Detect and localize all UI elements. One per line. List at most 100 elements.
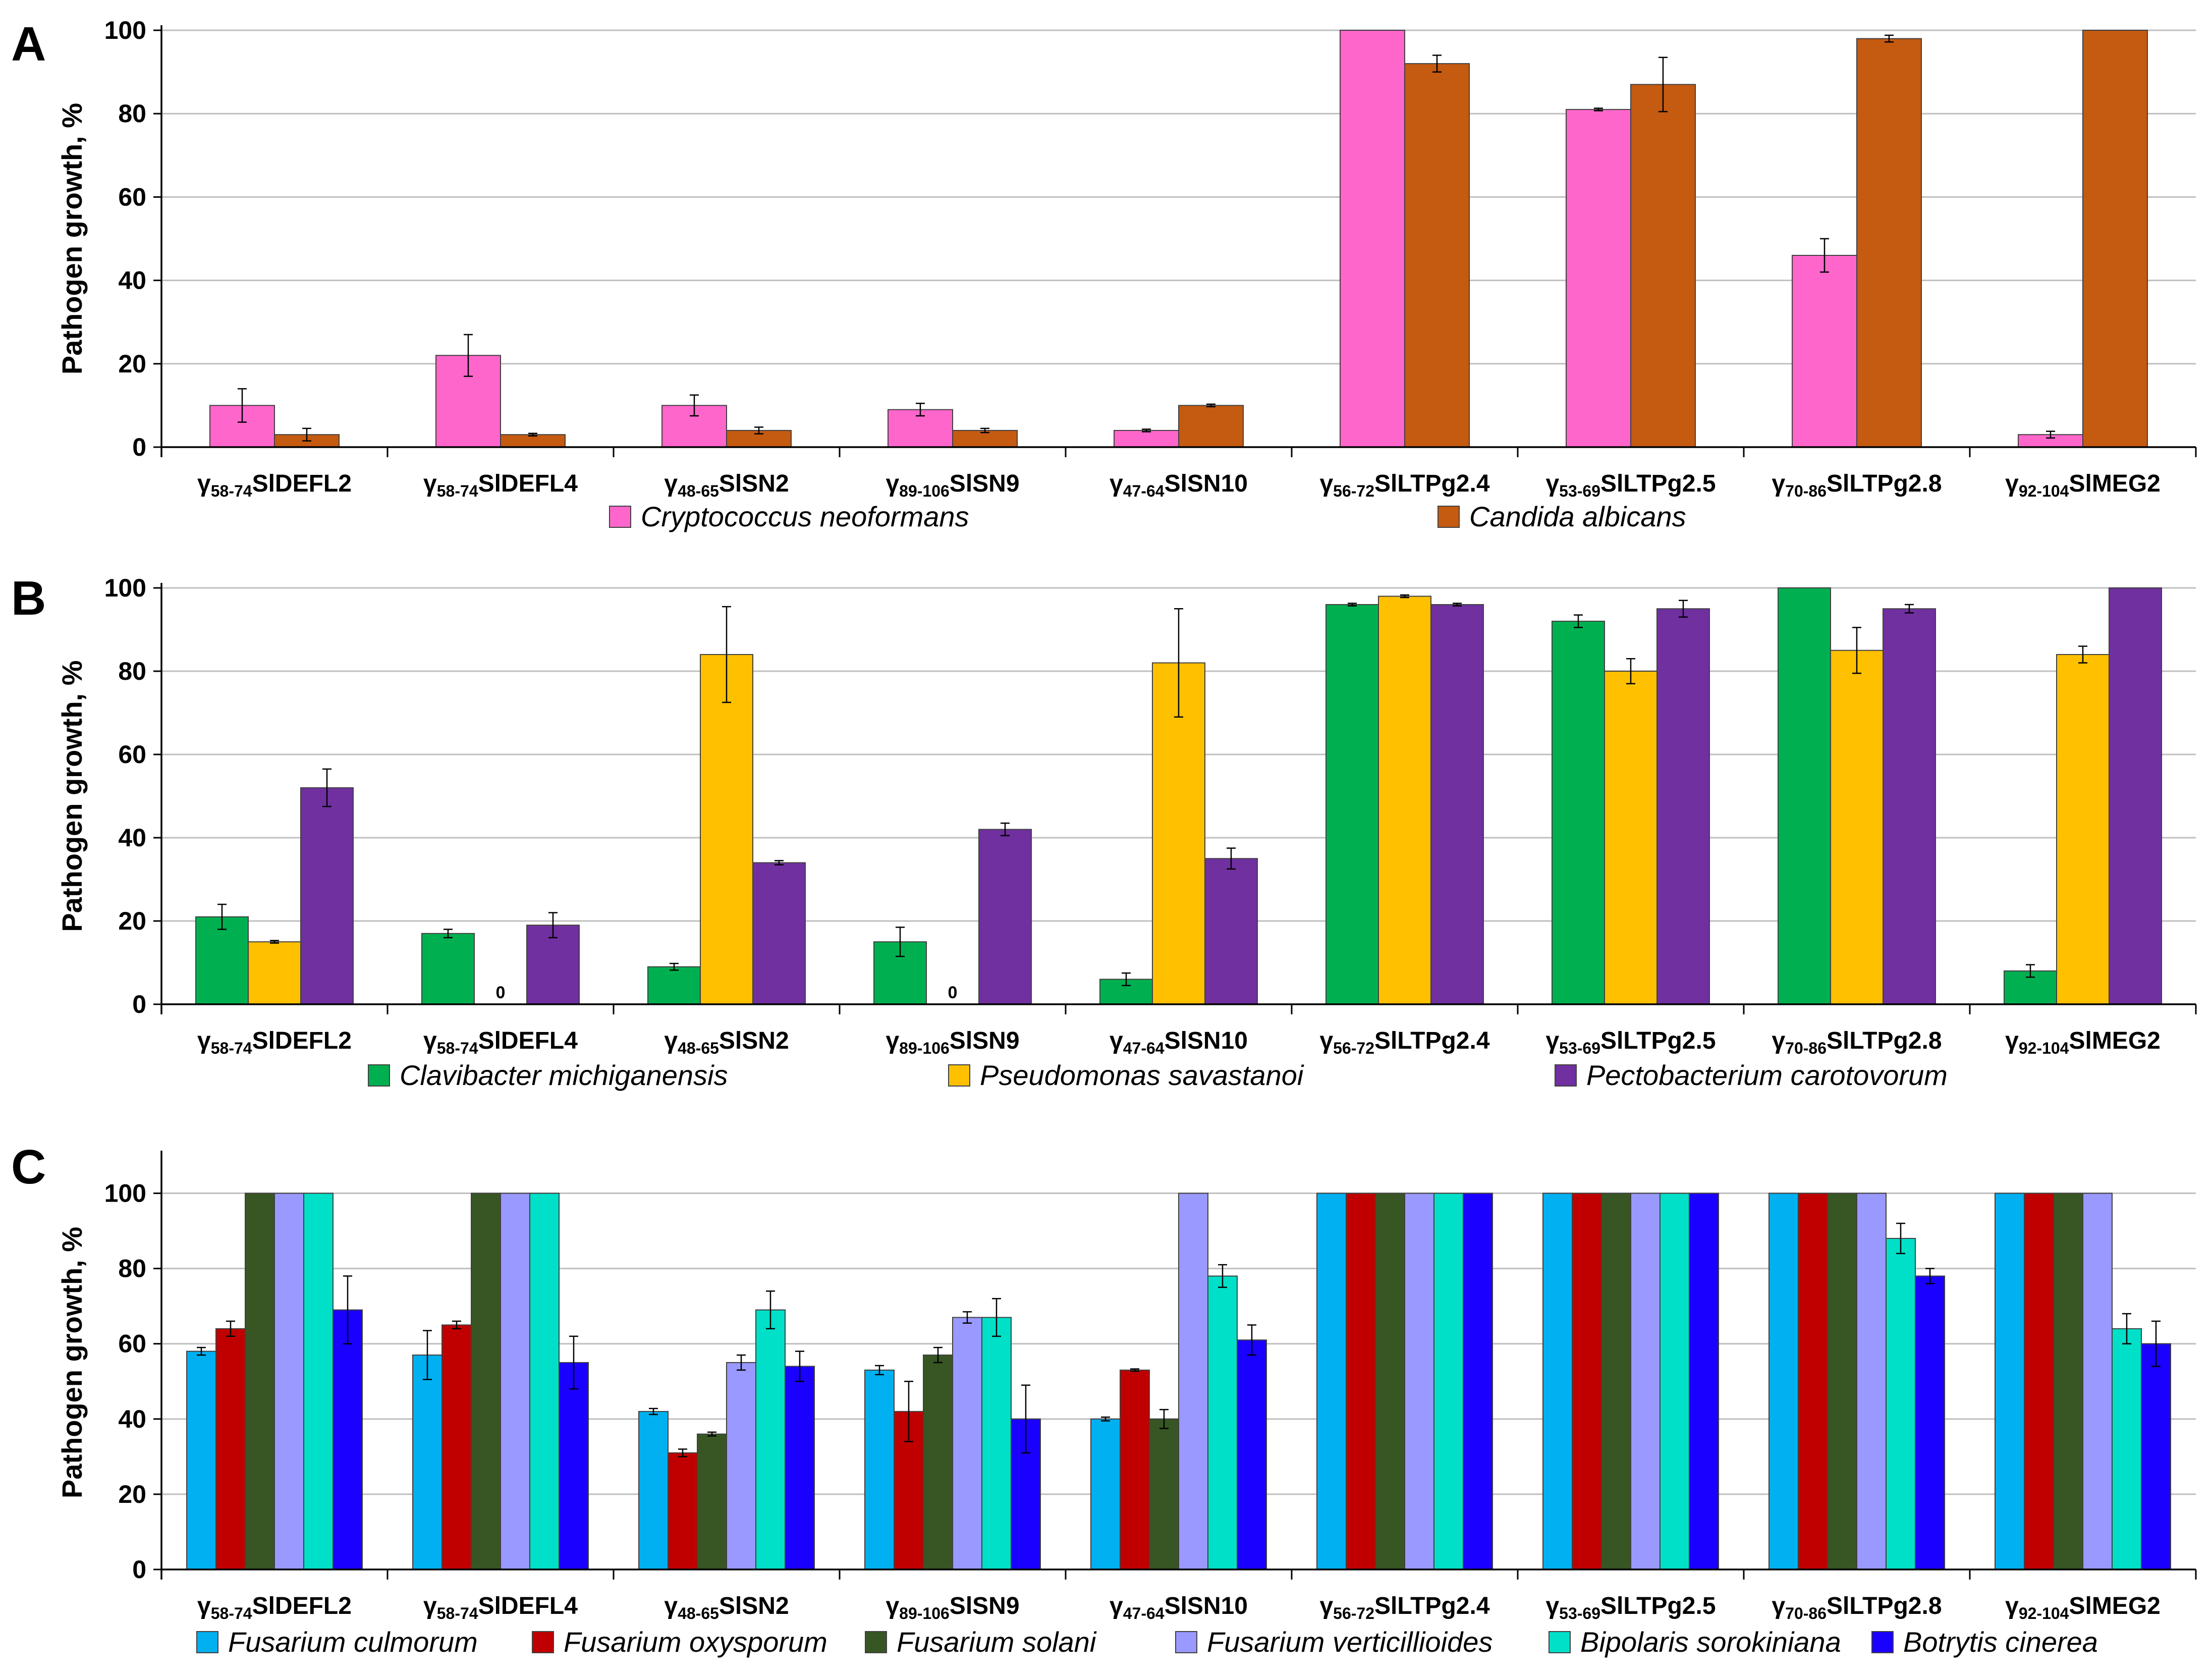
legend-label: Candida albicans [1469, 501, 1686, 532]
bar [1433, 1193, 1464, 1570]
category-label: γ56-72SlLTPg2.4 [1319, 470, 1489, 500]
category-label: γ58-74SlDEFL4 [423, 1027, 578, 1057]
y-tick-label: 80 [118, 657, 146, 685]
legend-swatch [1549, 1631, 1571, 1653]
bar [1856, 38, 1922, 448]
bar [1430, 604, 1484, 1005]
category-label: γ92-104SlMEG2 [2005, 1593, 2161, 1622]
category-label: γ47-64SlSN10 [1110, 1027, 1248, 1057]
category-label: γ70-86SlLTPg2.8 [1772, 1027, 1942, 1057]
bar [1346, 1193, 1376, 1570]
legend-swatch [865, 1631, 887, 1653]
bar [215, 1328, 246, 1570]
bar [1178, 1193, 1208, 1570]
category-label: γ92-104SlMEG2 [2005, 470, 2161, 500]
bar [1778, 587, 1831, 1005]
bar [1149, 1418, 1179, 1570]
zero-value-label: 0 [496, 983, 506, 1002]
bar [2109, 587, 2162, 1005]
bar [1178, 405, 1244, 448]
bar [1883, 608, 1936, 1005]
category-label: γ48-65SlSN2 [664, 1027, 789, 1057]
category-label: γ89-106SlSN9 [886, 1593, 1019, 1622]
y-tick-label: 100 [104, 574, 146, 602]
bar [697, 1433, 727, 1570]
legend-label: Pectobacterium carotovorum [1586, 1059, 1948, 1091]
y-tick-label: 100 [104, 1179, 146, 1208]
bar [471, 1193, 501, 1570]
bar [1463, 1193, 1493, 1570]
bar [1090, 1418, 1121, 1570]
bar [2112, 1328, 2142, 1570]
legend-label: Pseudomonas savastanoi [980, 1059, 1304, 1091]
y-tick-label: 20 [118, 1480, 146, 1508]
bar [245, 1193, 275, 1570]
bar [303, 1193, 334, 1570]
bar [1689, 1193, 1719, 1570]
y-axis-label: Pathogen growth, % [56, 103, 88, 374]
bar [1552, 621, 1605, 1005]
bar [1995, 1193, 2025, 1570]
bar [529, 1193, 560, 1570]
bar [186, 1350, 216, 1570]
bar [952, 1317, 982, 1570]
legend-label: Bipolaris sorokiniana [1580, 1626, 1841, 1658]
bar [1792, 255, 1857, 448]
bar [1378, 595, 1431, 1005]
bar [412, 1354, 443, 1570]
bar [1566, 109, 1631, 448]
category-label: γ58-74SlDEFL2 [197, 1027, 352, 1057]
legend-swatch [1871, 1631, 1894, 1653]
bar [1152, 662, 1205, 1005]
bar [638, 1411, 669, 1570]
bar [785, 1366, 815, 1570]
category-label: γ58-74SlDEFL4 [423, 470, 578, 500]
legend-swatch [948, 1064, 970, 1087]
bar [300, 787, 354, 1005]
y-tick-label: 100 [104, 16, 146, 44]
bar [2082, 30, 2148, 448]
category-label: γ58-74SlDEFL4 [423, 1593, 578, 1622]
category-label: γ53-69SlLTPg2.5 [1545, 1593, 1716, 1622]
category-label: γ70-86SlLTPg2.8 [1772, 1593, 1942, 1622]
y-tick-label: 60 [118, 1330, 146, 1358]
bar [2053, 1193, 2083, 1570]
bar [864, 1369, 895, 1570]
bar [755, 1309, 786, 1570]
bar [421, 933, 475, 1005]
bar [2082, 1193, 2113, 1570]
bar [526, 925, 580, 1005]
legend-swatch [1175, 1631, 1197, 1653]
bar [1340, 30, 1405, 448]
y-tick-label: 20 [118, 350, 146, 378]
bar [700, 654, 753, 1005]
bar [1830, 649, 1884, 1005]
bar [559, 1362, 589, 1570]
zero-value-label: 0 [948, 983, 958, 1002]
legend-label: Clavibacter michiganensis [400, 1059, 728, 1091]
bar [1572, 1193, 1602, 1570]
y-axis-label: Pathogen growth, % [56, 1227, 88, 1498]
category-label: γ53-69SlLTPg2.5 [1545, 470, 1716, 500]
bar [1915, 1275, 1945, 1570]
panel-B: B Pathogen growth, % 0 20 40 60 80 100 γ58-74SlD… [11, 571, 2197, 1091]
bar [1120, 1369, 1150, 1570]
bar [1404, 1193, 1434, 1570]
bar [981, 1317, 1012, 1570]
legend-label: Botrytis cinerea [1903, 1626, 2098, 1658]
legend-swatch [368, 1064, 390, 1087]
y-tick-label: 40 [118, 266, 146, 295]
y-tick-label: 60 [118, 740, 146, 769]
bar [441, 1324, 472, 1570]
legend-swatch [609, 506, 631, 528]
category-label: γ47-64SlSN10 [1110, 470, 1248, 500]
bar [1207, 1275, 1238, 1570]
y-tick-label: 0 [132, 433, 146, 461]
category-label: γ89-106SlSN9 [886, 470, 1019, 500]
category-label: γ89-106SlSN9 [886, 1027, 1019, 1057]
bar [500, 1193, 530, 1570]
category-label: γ48-65SlSN2 [664, 1593, 789, 1622]
bar [1660, 1193, 1690, 1570]
bar [952, 429, 1018, 448]
